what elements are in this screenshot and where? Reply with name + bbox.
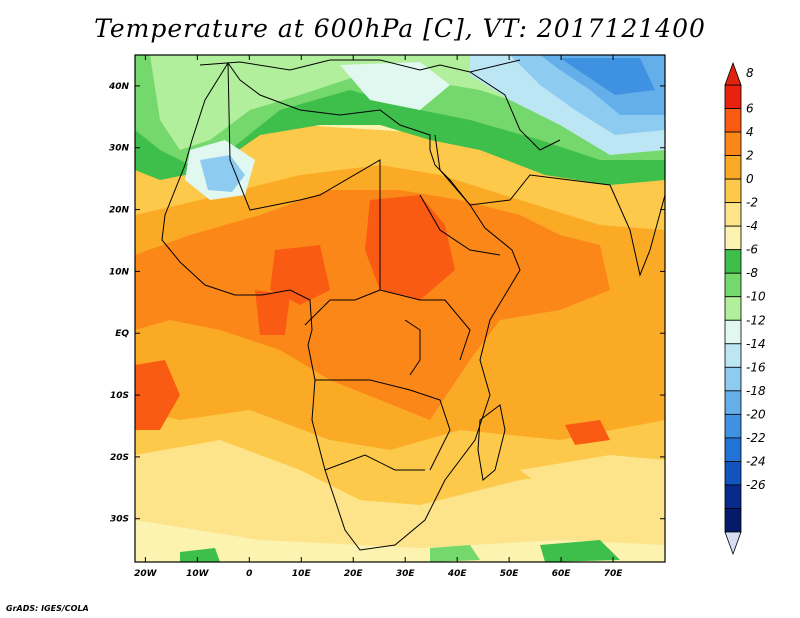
colorbar-label: -26 bbox=[746, 478, 766, 492]
colorbar-swatch bbox=[724, 508, 742, 533]
field-south-cool bbox=[135, 440, 665, 562]
lat-label: 20S bbox=[110, 453, 129, 463]
field-se-cool bbox=[520, 455, 665, 500]
lat-label: 40N bbox=[108, 82, 130, 92]
europe-coast bbox=[199, 59, 521, 73]
colorbar-swatch bbox=[724, 108, 742, 133]
lake-victoria-tanganyika bbox=[404, 319, 421, 376]
lat-label: EQ bbox=[115, 329, 129, 339]
lon-label: 30E bbox=[396, 569, 416, 579]
colorbar-label: 6 bbox=[746, 102, 754, 116]
longitude-axis: 20W 10W 0 10E 20E 30E 40E 50E 60E 70E bbox=[134, 55, 623, 579]
colorbar-label: -14 bbox=[746, 337, 766, 351]
colorbar-label: -8 bbox=[746, 266, 758, 280]
border-horn bbox=[419, 194, 501, 256]
colorbar-swatch bbox=[724, 202, 742, 227]
colorbar-label: 8 bbox=[746, 66, 754, 80]
temperature-field bbox=[135, 55, 665, 562]
border-east bbox=[379, 289, 471, 361]
colorbar-swatch bbox=[724, 390, 742, 415]
colorbar-bottom-arrow bbox=[724, 531, 742, 556]
colorbar-swatch bbox=[724, 225, 742, 251]
field-blue-18 bbox=[560, 58, 655, 95]
border-south-central bbox=[315, 379, 451, 471]
colorbar-swatch bbox=[724, 437, 742, 462]
colorbar-swatch bbox=[724, 84, 742, 109]
lat-label: 10S bbox=[110, 391, 129, 401]
colorbar-label: -16 bbox=[746, 360, 766, 374]
colorbar-label: -12 bbox=[746, 313, 766, 327]
lon-label: 10E bbox=[292, 569, 312, 579]
coastlines bbox=[161, 59, 665, 551]
lat-label: 30N bbox=[109, 144, 130, 154]
arabia-india-coast bbox=[434, 134, 665, 277]
colorbar-label: -2 bbox=[746, 196, 758, 210]
colorbar-label: -6 bbox=[746, 243, 758, 257]
colorbar-swatch bbox=[724, 272, 742, 298]
colorbar-swatch bbox=[724, 296, 742, 321]
lon-label: 20W bbox=[134, 569, 158, 579]
colorbar-label: -20 bbox=[746, 407, 766, 421]
madagascar-coast bbox=[477, 404, 506, 481]
latitude-axis: 40N 30N 20N 10N EQ 10S 20S 30S bbox=[108, 82, 665, 525]
field-hot-sudan bbox=[365, 195, 455, 300]
lat-label: 30S bbox=[110, 515, 129, 525]
lon-label: 10W bbox=[186, 569, 210, 579]
field-core-west bbox=[135, 360, 180, 430]
colorbar-swatch bbox=[724, 484, 742, 509]
colorbar-label: -18 bbox=[746, 384, 766, 398]
lon-label: 50E bbox=[500, 569, 520, 579]
grads-credit: GrADS: IGES/COLA bbox=[6, 604, 89, 613]
colorbar-swatch bbox=[724, 319, 742, 345]
lat-label: 20N bbox=[109, 206, 130, 216]
caspian-coast bbox=[469, 71, 561, 151]
colorbar-swatch bbox=[724, 366, 742, 392]
lon-label: 60E bbox=[552, 569, 572, 579]
colorbar-top-arrow bbox=[724, 61, 742, 86]
field-south-colder bbox=[135, 520, 665, 562]
colorbar-label: -4 bbox=[746, 219, 758, 233]
field-hot-indian bbox=[565, 420, 610, 445]
colorbar-swatch bbox=[724, 413, 742, 439]
lon-label: 20E bbox=[344, 569, 364, 579]
africa-coast bbox=[161, 62, 521, 551]
lat-label: 10N bbox=[109, 267, 130, 277]
field-core-4-6 bbox=[135, 190, 610, 420]
colorbar-swatch bbox=[724, 343, 742, 368]
colorbar-label: -24 bbox=[746, 454, 766, 468]
border-central bbox=[304, 160, 381, 326]
colorbar-label: 0 bbox=[746, 172, 754, 186]
plot-frame bbox=[134, 54, 666, 563]
field-s-green bbox=[430, 545, 480, 562]
colorbar-swatch bbox=[724, 461, 742, 486]
chart-title: Temperature at 600hPa [C], VT: 201712140… bbox=[94, 14, 706, 43]
field-se-green bbox=[540, 540, 620, 562]
colorbar: 8 6 4 2 0 -2 -4 -6 -8 -10 -12 -14 -16 -18 -20 -22 -24 -26 bbox=[724, 61, 766, 556]
colorbar-swatch bbox=[724, 131, 742, 156]
field-pale-med bbox=[340, 62, 450, 110]
field-cold-morocco-2 bbox=[200, 155, 245, 192]
colorbar-swatch bbox=[724, 178, 742, 204]
colorbar-label: 4 bbox=[746, 125, 754, 139]
lon-label: 40E bbox=[447, 569, 468, 579]
field-hot-gulf bbox=[255, 290, 290, 335]
border-south bbox=[324, 454, 425, 471]
colorbar-swatch bbox=[724, 249, 742, 274]
lon-label: 0 bbox=[246, 569, 252, 579]
field-hot-nigeria bbox=[270, 245, 330, 305]
lon-label: 70E bbox=[604, 569, 624, 579]
colorbar-label: -22 bbox=[746, 431, 766, 445]
colorbar-label: -10 bbox=[746, 290, 766, 304]
field-sw-green bbox=[180, 548, 220, 562]
colorbar-label: 2 bbox=[746, 149, 754, 163]
colorbar-swatch bbox=[724, 155, 742, 180]
